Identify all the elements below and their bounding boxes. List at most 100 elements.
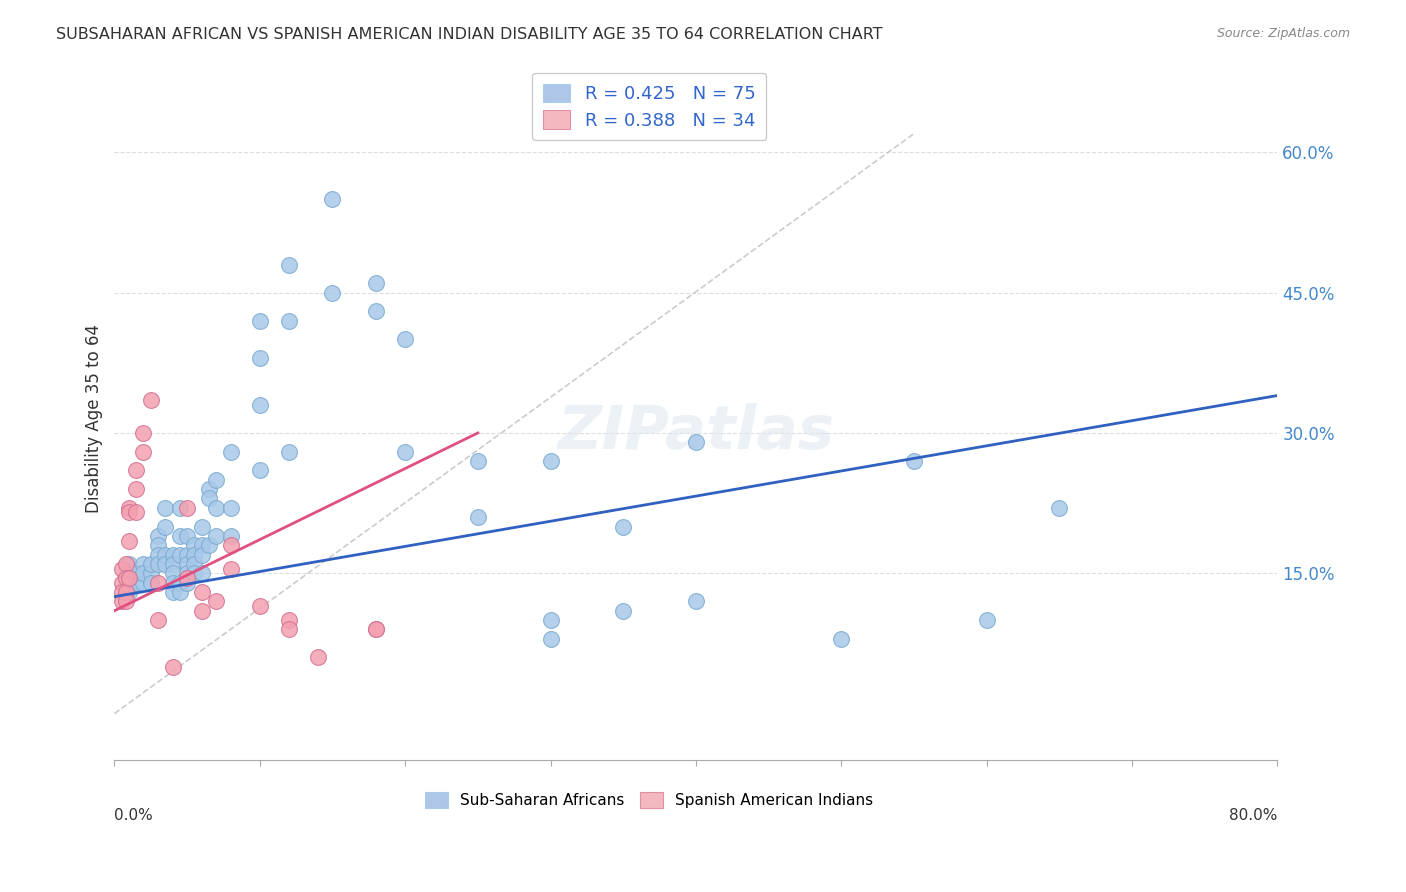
Point <box>176 529 198 543</box>
Point <box>118 557 141 571</box>
Point <box>364 623 387 637</box>
Point <box>612 519 634 533</box>
Point <box>118 533 141 548</box>
Point <box>169 585 191 599</box>
Point <box>162 566 184 581</box>
Point <box>190 585 212 599</box>
Point <box>132 425 155 440</box>
Point <box>364 304 387 318</box>
Point <box>830 632 852 646</box>
Point <box>146 557 169 571</box>
Point <box>125 463 148 477</box>
Point <box>176 557 198 571</box>
Point <box>467 510 489 524</box>
Text: ZIPatlas: ZIPatlas <box>557 403 835 462</box>
Point <box>132 444 155 458</box>
Point <box>176 566 198 581</box>
Point <box>612 604 634 618</box>
Point <box>118 506 141 520</box>
Point <box>183 548 205 562</box>
Point <box>118 585 141 599</box>
Text: 80.0%: 80.0% <box>1229 808 1278 823</box>
Point <box>125 566 148 581</box>
Point <box>115 585 138 599</box>
Point <box>277 623 299 637</box>
Point <box>169 529 191 543</box>
Point <box>132 575 155 590</box>
Point <box>146 548 169 562</box>
Point <box>169 575 191 590</box>
Point <box>249 314 271 328</box>
Point <box>176 548 198 562</box>
Point <box>685 435 707 450</box>
Point <box>118 500 141 515</box>
Point <box>162 660 184 674</box>
Point <box>111 561 134 575</box>
Point <box>162 548 184 562</box>
Point <box>219 538 242 552</box>
Point <box>205 500 228 515</box>
Point <box>183 566 205 581</box>
Point <box>394 332 416 346</box>
Point <box>183 557 205 571</box>
Point <box>685 594 707 608</box>
Point <box>125 575 148 590</box>
Point <box>169 500 191 515</box>
Point <box>176 500 198 515</box>
Point <box>162 585 184 599</box>
Point <box>394 444 416 458</box>
Point <box>364 623 387 637</box>
Y-axis label: Disability Age 35 to 64: Disability Age 35 to 64 <box>86 325 103 514</box>
Point <box>118 571 141 585</box>
Point <box>219 444 242 458</box>
Point <box>155 548 177 562</box>
Point <box>146 613 169 627</box>
Point <box>132 566 155 581</box>
Point <box>125 506 148 520</box>
Point <box>205 594 228 608</box>
Point <box>190 519 212 533</box>
Point <box>321 192 343 206</box>
Point <box>219 529 242 543</box>
Point <box>132 557 155 571</box>
Point <box>540 632 562 646</box>
Point <box>540 613 562 627</box>
Point <box>219 561 242 575</box>
Point <box>205 529 228 543</box>
Point <box>115 571 138 585</box>
Point <box>139 575 162 590</box>
Point <box>183 538 205 552</box>
Point <box>118 575 141 590</box>
Point <box>115 557 138 571</box>
Point <box>249 398 271 412</box>
Point <box>162 575 184 590</box>
Text: Source: ZipAtlas.com: Source: ZipAtlas.com <box>1216 27 1350 40</box>
Point <box>364 277 387 291</box>
Point <box>155 557 177 571</box>
Point <box>190 604 212 618</box>
Legend: Sub-Saharan Africans, Spanish American Indians: Sub-Saharan Africans, Spanish American I… <box>419 786 880 814</box>
Point <box>249 599 271 613</box>
Point <box>155 519 177 533</box>
Point <box>205 473 228 487</box>
Point <box>146 575 169 590</box>
Point <box>198 538 221 552</box>
Point <box>467 454 489 468</box>
Point <box>277 314 299 328</box>
Point <box>111 585 134 599</box>
Point <box>125 482 148 496</box>
Point <box>176 575 198 590</box>
Point <box>111 575 134 590</box>
Point <box>277 444 299 458</box>
Point <box>219 500 242 515</box>
Point <box>1047 500 1070 515</box>
Point <box>190 548 212 562</box>
Point <box>976 613 998 627</box>
Point <box>540 454 562 468</box>
Point <box>903 454 925 468</box>
Point <box>321 285 343 300</box>
Point <box>155 500 177 515</box>
Point <box>190 566 212 581</box>
Point <box>249 463 271 477</box>
Point <box>162 557 184 571</box>
